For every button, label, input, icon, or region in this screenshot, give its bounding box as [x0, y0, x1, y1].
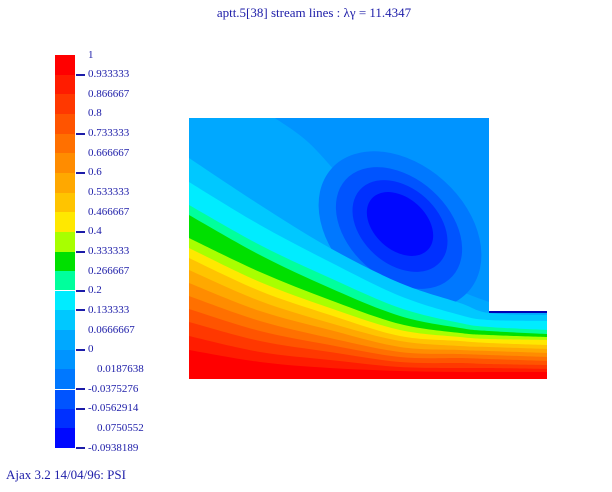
colorbar-label: 0.4	[88, 225, 102, 238]
colorbar-band	[55, 428, 75, 449]
footer-text: Ajax 3.2 14/04/96: PSI	[6, 467, 126, 482]
colorbar-band	[55, 113, 75, 135]
colorbar-label: 0.8	[88, 107, 102, 120]
colorbar-band	[55, 310, 75, 331]
plot-title: aptt.5[38] stream lines : λγ = 11.4347	[216, 5, 412, 20]
colorbar-label: 0.0187638	[97, 362, 144, 375]
colorbar-label: 0.133333	[88, 303, 130, 316]
colorbar-band	[55, 74, 75, 95]
contour-field	[189, 118, 547, 379]
colorbar-label: -0.0938189	[88, 441, 139, 454]
colorbar-label: 0.666667	[88, 146, 130, 159]
colorbar-tick	[76, 388, 85, 391]
colorbar-band	[55, 153, 75, 174]
colorbar-band	[55, 192, 75, 213]
colorbar-label: 1	[88, 48, 94, 61]
colorbar-label: 0.0750552	[97, 421, 144, 434]
colorbar-label: 0.266667	[88, 264, 130, 277]
colorbar-label: 0.733333	[88, 127, 130, 140]
colorbar-band	[55, 251, 75, 272]
colorbar-label: 0.866667	[88, 87, 130, 100]
colorbar-label: 0.0666667	[88, 323, 135, 336]
colorbar-label: 0.333333	[88, 245, 130, 257]
colorbar-tick	[76, 309, 85, 312]
colorbar-band	[55, 369, 75, 390]
colorbar-label: 0.6	[88, 166, 102, 179]
colorbar-tick	[76, 447, 85, 449]
colorbar-band	[55, 389, 75, 410]
colorbar-band	[55, 212, 75, 233]
colorbar-band	[55, 94, 75, 115]
colorbar: 1 0.933333 0.866667 0.8 0.733333 0.666667 0.6 0…	[55, 49, 144, 454]
colorbar-band	[55, 349, 75, 370]
colorbar-separator	[55, 290, 75, 292]
vortex-ring	[366, 192, 434, 256]
colorbar-label: 0.466667	[88, 205, 130, 218]
colorbar-band	[55, 55, 75, 76]
colorbar-label: -0.0562914	[88, 402, 139, 415]
colorbar-band	[55, 231, 75, 252]
colorbar-band	[55, 133, 75, 154]
colorbar-label: 0	[88, 343, 94, 356]
colorbar-tick	[76, 250, 85, 253]
colorbar-tick	[76, 132, 85, 135]
colorbar-band	[55, 408, 75, 429]
colorbar-tick	[76, 171, 85, 174]
colorbar-band	[55, 290, 75, 311]
colorbar-band	[55, 271, 75, 292]
colorbar-tick	[76, 73, 85, 76]
colorbar-label: 0.2	[88, 284, 102, 297]
colorbar-tick	[76, 289, 85, 292]
colorbar-label: 0.933333	[88, 68, 130, 81]
colorbar-separator	[55, 388, 75, 390]
colorbar-tick	[76, 348, 85, 351]
colorbar-band	[55, 330, 75, 351]
colorbar-label: 0.533333	[88, 186, 130, 199]
contour-band	[189, 350, 547, 379]
colorbar-band	[55, 172, 75, 194]
colorbar-label: -0.0375276	[88, 382, 139, 395]
colorbar-tick	[76, 230, 85, 233]
colorbar-tick	[76, 407, 85, 410]
